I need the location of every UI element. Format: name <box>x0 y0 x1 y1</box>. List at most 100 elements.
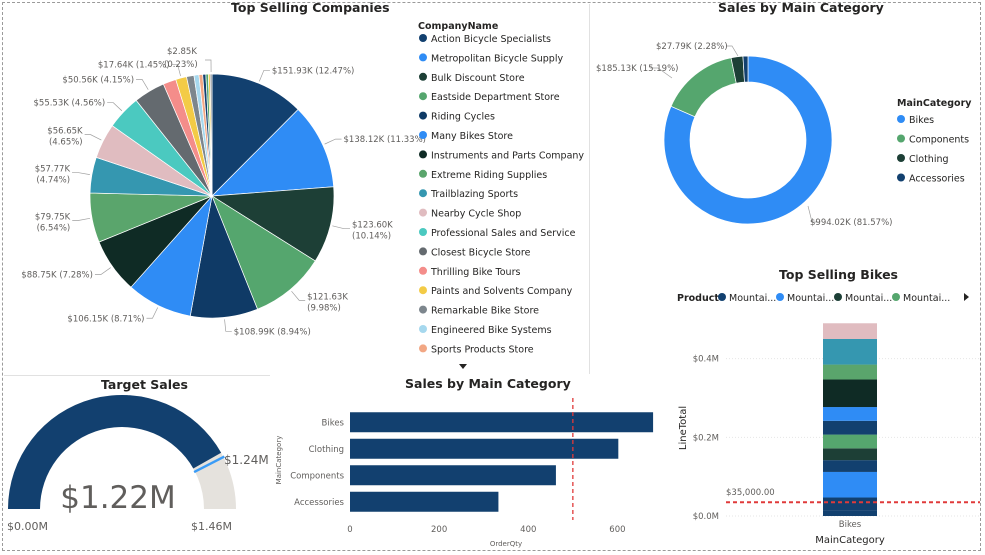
leader-line <box>726 45 739 57</box>
leader-line <box>171 64 181 77</box>
gauge-target-label: $1.24M <box>224 453 269 467</box>
stack-segment[interactable] <box>823 420 877 435</box>
legend-marker <box>419 92 427 101</box>
chart-title: Target Sales <box>101 377 188 392</box>
pie-slice[interactable] <box>211 73 299 197</box>
leader-line <box>259 69 270 82</box>
leader-line <box>291 290 306 301</box>
donut-chart-category[interactable]: $994.02K (81.57%) $185.13K (15.19%) $27.79… <box>590 0 980 260</box>
stack-segment[interactable] <box>823 339 877 365</box>
legend-marker <box>419 53 427 62</box>
legend-item: Thrilling Bike Tours <box>430 267 520 278</box>
stack-segment[interactable] <box>823 497 877 511</box>
legend-item: Sports Products Store <box>431 344 534 355</box>
data-label: $79.75K <box>35 213 71 223</box>
stack-segment[interactable] <box>823 407 877 421</box>
data-label: $994.02K (81.57%) <box>810 218 892 228</box>
pie-slice[interactable] <box>211 109 335 197</box>
legend-marker <box>897 115 905 123</box>
bar[interactable] <box>350 412 654 433</box>
legend-next-button[interactable] <box>964 293 969 301</box>
donut-slice[interactable] <box>742 55 749 83</box>
data-label: $55.53K (4.56%) <box>34 99 106 109</box>
stack-segment[interactable] <box>823 434 877 449</box>
x-tick-label: 400 <box>520 525 536 535</box>
chart-title: Top Selling Companies <box>231 0 390 15</box>
stack-segment[interactable] <box>823 323 877 339</box>
data-label: $27.79K (2.28%) <box>656 42 728 52</box>
legend-marker <box>419 189 427 198</box>
legend-item: Clothing <box>909 154 949 165</box>
target-sales-visual[interactable]: Target Sales $1.24M $1.22M $0.00M $1.46M <box>4 376 270 536</box>
legend-marker <box>419 131 427 139</box>
data-label: $88.75K (7.28%) <box>21 271 93 281</box>
pie-slice[interactable] <box>209 73 213 197</box>
bar[interactable] <box>350 491 499 512</box>
chart-title: Top Selling Bikes <box>779 267 898 282</box>
legend-item: Engineered Bike Systems <box>431 325 552 336</box>
legend-marker <box>419 208 427 217</box>
gauge-target-sales[interactable]: $1.24M $1.22M $0.00M $1.46M <box>4 376 270 536</box>
divider-vertical-1 <box>589 4 590 374</box>
legend-item: Mountai... <box>787 293 834 304</box>
legend-item: Trailblazing Sports <box>430 189 518 200</box>
y-tick-label: $0.4M <box>693 355 719 365</box>
x-tick-label: 0 <box>347 525 352 535</box>
sales-by-category-donut-visual[interactable]: Sales by Main Category $994.02K (81.57%)… <box>590 0 980 260</box>
x-tick-label: 600 <box>609 525 625 535</box>
stack-segment[interactable] <box>823 379 877 408</box>
legend-item: Eastside Department Store <box>431 92 560 103</box>
bar-chart-category[interactable]: 0 200 400 600 Bikes Clothing Components Accesso… <box>272 374 662 552</box>
donut-slice[interactable] <box>663 55 833 225</box>
top-selling-bikes-visual[interactable]: Top Selling Bikes Product Mountai... Mount… <box>664 262 982 552</box>
y-axis-label: LineTotal <box>678 406 689 450</box>
stack-segment[interactable] <box>823 460 877 472</box>
data-label: $108.99K (8.94%) <box>234 327 311 337</box>
legend-item: Components <box>909 135 969 146</box>
donut-slice[interactable] <box>670 57 737 118</box>
legend-item: Nearby Cycle Shop <box>431 209 521 220</box>
legend-item: Remarkable Bike Store <box>431 306 539 317</box>
leader-line <box>107 102 123 112</box>
reference-label: $35,000.00 <box>726 488 775 498</box>
stack-segment[interactable] <box>823 364 877 380</box>
bar[interactable] <box>350 438 619 459</box>
legend-item: Paints and Solvents Company <box>431 286 573 297</box>
pie-chart-companies[interactable]: $151.93K (12.47%) $138.12K (11.33%) $123.6… <box>4 0 589 372</box>
legend-item: Mountai... <box>903 293 950 304</box>
top-selling-companies-visual[interactable]: Top Selling Companies $151.93K (12.47%) $… <box>4 0 589 372</box>
data-label: $2.85K <box>167 47 197 57</box>
pie-slice[interactable] <box>211 195 316 310</box>
data-label: $17.64K (1.45%) <box>98 60 170 70</box>
sales-by-category-bar-visual[interactable]: Sales by Main Category 0 200 400 600 Bikes Cl… <box>272 374 662 552</box>
bar[interactable] <box>350 465 556 486</box>
stacked-column-bikes[interactable]: Product Mountai... Mountai... Mountai... Mou… <box>664 262 982 552</box>
data-label: (9.98%) <box>307 303 341 313</box>
leader-line <box>324 138 342 145</box>
y-tick-label: Clothing <box>309 445 344 455</box>
stack-segment[interactable] <box>823 448 877 461</box>
legend-marker <box>419 34 427 42</box>
data-label: $106.15K (8.71%) <box>67 314 144 324</box>
y-tick-label: $0.0M <box>693 512 719 522</box>
legend-scroll-down-button[interactable] <box>459 364 467 369</box>
legend-item: Bikes <box>909 115 934 126</box>
data-label: $151.93K (12.47%) <box>272 66 354 76</box>
legend-title: CompanyName <box>418 21 498 32</box>
leader-line <box>807 205 818 223</box>
legend-marker <box>419 344 427 353</box>
leader-line <box>146 307 159 319</box>
pie-slice[interactable] <box>210 186 335 262</box>
stack-segment[interactable] <box>823 471 877 498</box>
stack-segment[interactable] <box>823 510 877 516</box>
gauge-value-fill[interactable] <box>8 394 222 509</box>
data-label: (10.14%) <box>352 232 391 242</box>
leader-line <box>94 267 111 275</box>
legend-marker <box>419 325 427 333</box>
legend-item: Metropolitan Bicycle Supply <box>431 53 563 64</box>
legend-item: Professional Sales and Service <box>431 228 576 239</box>
gauge-value-label: $1.22M <box>60 480 176 516</box>
leader-line <box>205 59 212 73</box>
leader-line <box>84 134 102 141</box>
legend-marker <box>718 293 726 301</box>
